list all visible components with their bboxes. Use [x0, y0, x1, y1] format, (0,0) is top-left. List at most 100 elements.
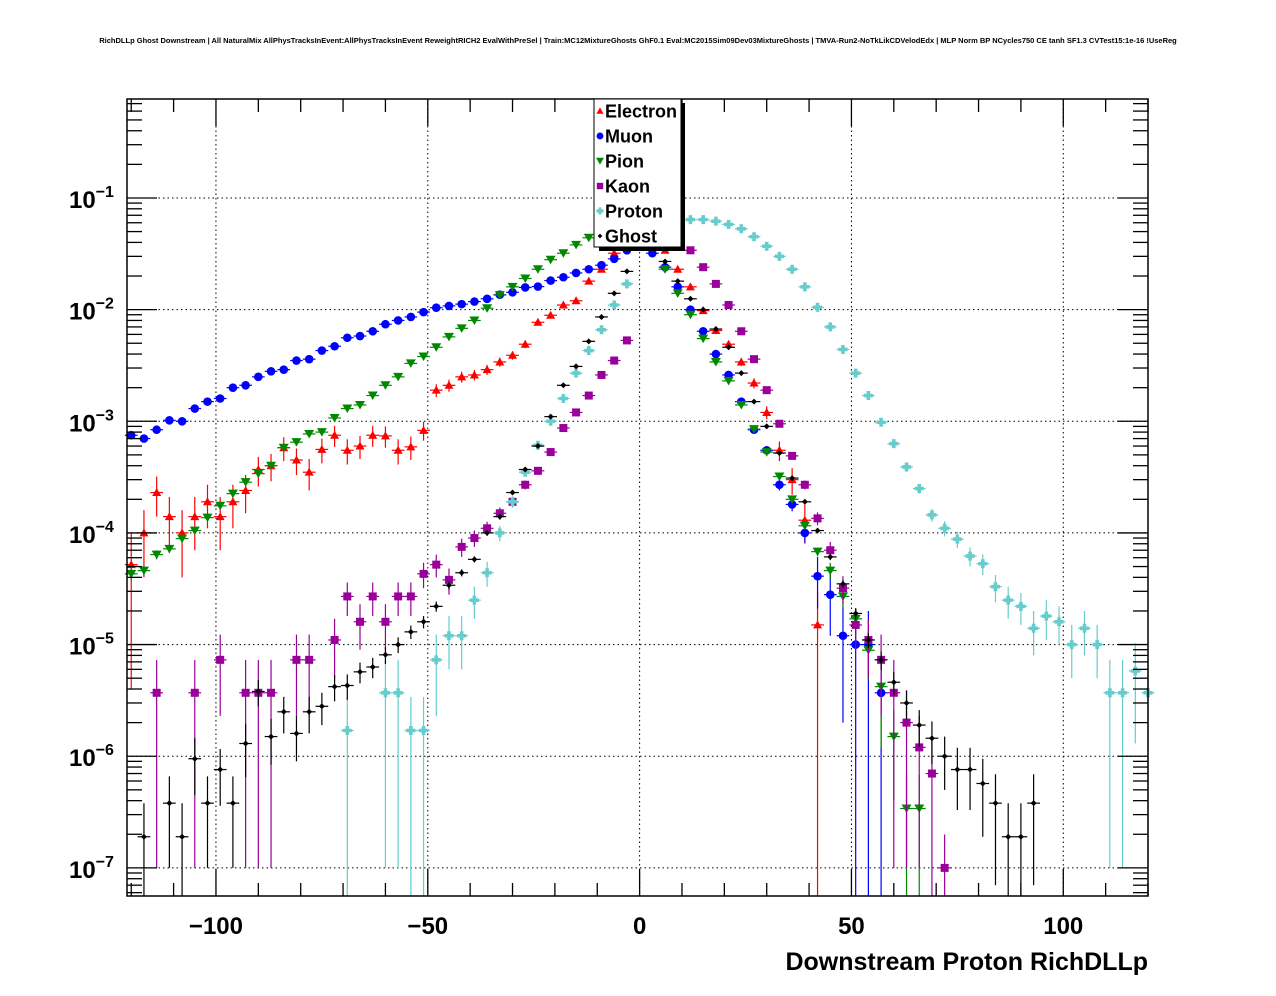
electron-marker	[673, 264, 683, 273]
kaon-data-point	[417, 562, 430, 589]
muon-data-point	[353, 331, 367, 341]
kaon-data-point	[798, 480, 812, 490]
electron-marker	[724, 339, 734, 348]
pion-marker	[774, 472, 785, 482]
proton-marker	[863, 391, 873, 401]
pion-marker	[749, 425, 760, 434]
kaon-data-point	[379, 604, 392, 650]
legend-marker-proton	[596, 207, 604, 215]
kaon-data-point	[760, 386, 774, 395]
kaon-marker	[216, 655, 225, 664]
legend-marker-kaon	[596, 182, 604, 190]
ghost-data-point	[912, 710, 926, 747]
pion-marker	[126, 569, 137, 579]
kaon-marker	[915, 743, 924, 752]
ghost-data-point	[213, 749, 227, 806]
y-tick-exponent: −5	[96, 631, 114, 648]
electron-marker	[317, 444, 327, 453]
muon-marker	[546, 276, 555, 285]
kaon-data-point	[785, 451, 799, 460]
muon-marker	[648, 248, 657, 258]
muon-data-point	[201, 397, 214, 406]
kaon-marker	[343, 592, 352, 601]
muon-data-point	[531, 282, 545, 291]
pion-marker	[316, 428, 327, 437]
proton-data-point	[722, 219, 735, 229]
electron-data-point	[163, 496, 176, 551]
electron-marker	[520, 339, 530, 348]
pion-marker	[482, 304, 493, 313]
proton-marker	[902, 462, 912, 472]
pion-data-point	[163, 544, 176, 554]
ghost-marker	[268, 733, 275, 740]
kaon-marker	[711, 279, 720, 288]
muon-data-point	[442, 301, 456, 311]
pion-data-point	[239, 478, 252, 487]
pion-data-point	[188, 526, 202, 536]
proton-marker	[813, 302, 823, 312]
kaon-marker	[851, 620, 860, 629]
ghost-data-point	[277, 696, 291, 734]
muon-data-point	[124, 430, 138, 440]
ghost-marker	[979, 780, 986, 787]
ghost-data-point	[798, 498, 812, 505]
ghost-marker	[827, 553, 834, 560]
muon-marker	[304, 354, 314, 364]
pion-marker	[532, 265, 543, 274]
muon-data-point	[709, 349, 723, 359]
ghost-marker	[623, 268, 630, 275]
pion-marker	[177, 534, 188, 544]
proton-marker	[482, 568, 492, 578]
electron-data-point	[518, 339, 532, 349]
y-tick-exponent: −4	[96, 519, 114, 536]
ghost-data-point	[976, 758, 990, 837]
muon-marker	[508, 287, 517, 297]
x-tick-label: −50	[407, 913, 448, 940]
ghost-data-point	[315, 692, 329, 726]
x-tick-label: 100	[1043, 913, 1083, 940]
electron-marker	[177, 528, 187, 537]
pion-marker	[367, 391, 378, 401]
electron-data-point	[366, 425, 380, 447]
pion-marker	[151, 550, 162, 560]
legend-entry-kaon: Kaon	[596, 177, 650, 197]
muon-marker	[673, 282, 683, 292]
proton-marker	[571, 368, 581, 378]
pion-marker	[202, 513, 213, 523]
proton-marker	[393, 688, 403, 698]
kaon-data-point	[290, 634, 303, 716]
muon-marker	[584, 264, 594, 274]
muon-data-point	[340, 333, 354, 343]
kaon-marker	[305, 655, 314, 664]
ghost-marker	[318, 703, 325, 710]
kaon-marker	[356, 617, 365, 626]
legend-entry-proton: Proton	[596, 202, 663, 222]
electron-data-point	[404, 436, 418, 460]
kaon-marker	[610, 356, 619, 365]
proton-data-point	[1001, 586, 1015, 619]
proton-marker	[978, 559, 988, 569]
ghost-data-point	[671, 278, 685, 285]
electron-marker	[533, 317, 543, 326]
pion-marker	[736, 400, 747, 410]
pion-data-point	[175, 534, 189, 544]
ghost-marker	[852, 610, 859, 617]
muon-marker	[139, 434, 149, 443]
muon-data-point	[188, 404, 202, 413]
pion-data-point	[798, 521, 812, 531]
proton-marker	[800, 282, 810, 292]
y-tick-base: 10	[69, 745, 96, 772]
muon-data-point	[582, 264, 596, 274]
kaon-data-point	[734, 327, 748, 336]
muon-data-point	[645, 248, 659, 258]
kaon-marker	[495, 509, 504, 518]
pion-marker	[431, 343, 442, 352]
ghost-data-point	[747, 398, 761, 405]
chart-title: RichDLLp Ghost Downstream | All NaturalM…	[99, 36, 1177, 45]
muon-data-point	[468, 297, 481, 306]
pion-marker	[418, 352, 429, 362]
proton-marker	[914, 484, 924, 494]
ghost-data-point	[137, 803, 151, 896]
ghost-data-point	[722, 344, 735, 351]
muon-marker	[838, 631, 848, 641]
